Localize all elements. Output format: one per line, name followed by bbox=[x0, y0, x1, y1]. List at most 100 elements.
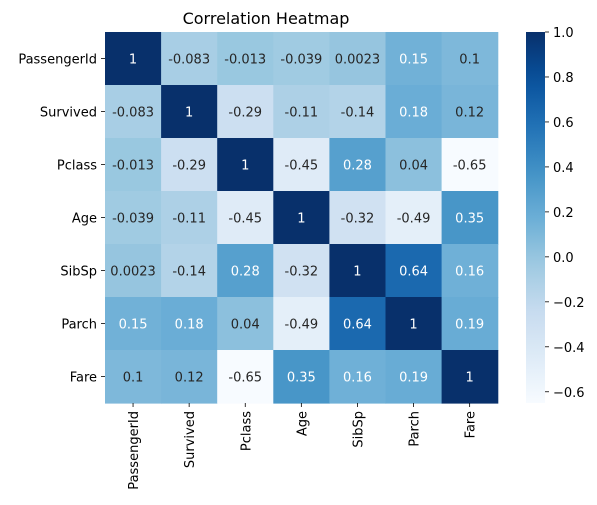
y-tick-label: Pclass bbox=[57, 159, 97, 174]
heatmap-cell-label: 0.04 bbox=[231, 318, 260, 333]
heatmap-cell-PassengerId-PassengerId bbox=[105, 32, 162, 86]
heatmap-cell-Fare-SibSp bbox=[329, 350, 387, 404]
heatmap-cell-label: 0.28 bbox=[343, 159, 372, 174]
heatmap-cell-label: 0.19 bbox=[399, 371, 428, 386]
x-tick-label: Survived bbox=[183, 411, 198, 468]
heatmap-cell-Pclass-Survived bbox=[161, 138, 218, 192]
heatmap-cell-label: -0.32 bbox=[285, 265, 319, 280]
heatmap-cell-Fare-PassengerId bbox=[105, 350, 162, 404]
heatmap-cell-Fare-Survived bbox=[161, 350, 218, 404]
heatmap-cell-Survived-Age bbox=[273, 85, 330, 139]
heatmap-cell-label: -0.45 bbox=[228, 212, 262, 227]
heatmap-cell-label: 0.1 bbox=[123, 371, 144, 386]
heatmap-cell-Fare-Pclass bbox=[217, 350, 274, 404]
heatmap-cell-Age-Age bbox=[273, 191, 330, 245]
heatmap-cell-label: -0.013 bbox=[112, 159, 154, 174]
colorbar-tick-label: 0.0 bbox=[553, 251, 574, 266]
heatmap-cell-PassengerId-Fare bbox=[441, 32, 499, 86]
heatmap-cell-Survived-SibSp bbox=[329, 85, 387, 139]
heatmap-cell-label: 0.04 bbox=[399, 159, 428, 174]
heatmap-cell-Age-Survived bbox=[161, 191, 218, 245]
heatmap-cell-label: -0.65 bbox=[228, 371, 262, 386]
heatmap-cell-SibSp-PassengerId bbox=[105, 244, 162, 298]
x-tick-label: PassengerId bbox=[127, 411, 142, 490]
heatmap-cell-label: -0.49 bbox=[285, 318, 319, 333]
heatmap-cell-label: 0.18 bbox=[175, 318, 204, 333]
heatmap-cell-label: 1 bbox=[185, 106, 193, 121]
x-tick-label: Pclass bbox=[239, 411, 254, 451]
y-tick-label: Parch bbox=[61, 318, 97, 333]
heatmap-cell-Pclass-SibSp bbox=[329, 138, 387, 192]
heatmap-cell-label: 0.64 bbox=[399, 265, 428, 280]
heatmap-cell-label: 0.35 bbox=[287, 371, 316, 386]
heatmap-cell-label: -0.039 bbox=[280, 53, 322, 68]
heatmap-cell-label: 1 bbox=[129, 53, 137, 68]
heatmap-cell-label: -0.32 bbox=[341, 212, 375, 227]
y-tick-label: PassengerId bbox=[18, 53, 97, 68]
heatmap-cell-labels: 1 -0.083 -0.013 -0.039 0.0023 0.15 0.1 -0.083 1 -… bbox=[110, 53, 486, 386]
heatmap-cell-PassengerId-Survived bbox=[161, 32, 218, 86]
heatmap-cell-label: 1 bbox=[409, 318, 417, 333]
heatmap-cell-label: -0.013 bbox=[224, 53, 266, 68]
heatmap-cell-Fare-Fare bbox=[441, 350, 499, 404]
heatmap-cell-Survived-PassengerId bbox=[105, 85, 162, 139]
heatmap-cell-label: 0.19 bbox=[455, 318, 484, 333]
heatmap-cell-label: 1 bbox=[241, 159, 249, 174]
colorbar-tick-label: 0.6 bbox=[553, 116, 574, 131]
heatmap-cell-label: 0.0023 bbox=[335, 53, 381, 68]
heatmap-cell-Parch-Pclass bbox=[217, 297, 274, 351]
heatmap-cell-label: 1 bbox=[353, 265, 361, 280]
heatmap-cell-label: -0.083 bbox=[168, 53, 210, 68]
heatmap-cell-label: -0.083 bbox=[112, 106, 154, 121]
heatmap-cell-Parch-Age bbox=[273, 297, 330, 351]
heatmap-cell-label: -0.29 bbox=[172, 159, 206, 174]
colorbar-tick-label: 1.0 bbox=[553, 26, 574, 41]
x-tick-label: Age bbox=[295, 411, 310, 436]
heatmap-cell-Pclass-Fare bbox=[441, 138, 499, 192]
heatmap-cell-label: -0.039 bbox=[112, 212, 154, 227]
heatmap-cell-label: -0.14 bbox=[172, 265, 206, 280]
colorbar-tick-label: −0.6 bbox=[553, 386, 585, 401]
heatmap-cell-label: -0.65 bbox=[453, 159, 487, 174]
heatmap-cell-SibSp-Pclass bbox=[217, 244, 274, 298]
heatmap-cell-label: 1 bbox=[297, 212, 305, 227]
y-tick-label: Age bbox=[72, 212, 97, 227]
y-axis: PassengerId Survived Pclass Age SibSp Parch Fa… bbox=[18, 53, 105, 386]
heatmap-cell-PassengerId-Pclass bbox=[217, 32, 274, 86]
heatmap-cell-label: 0.35 bbox=[455, 212, 484, 227]
heatmap-cell-Parch-SibSp bbox=[329, 297, 387, 351]
heatmap-cell-Survived-Pclass bbox=[217, 85, 274, 139]
chart-title: Correlation Heatmap bbox=[183, 9, 350, 28]
x-tick-label: Parch bbox=[408, 411, 423, 447]
heatmap-cell-label: 0.18 bbox=[399, 106, 428, 121]
heatmap-cell-PassengerId-Age bbox=[273, 32, 330, 86]
heatmap-cell-Age-Pclass bbox=[217, 191, 274, 245]
heatmap-cell-Parch-Survived bbox=[161, 297, 218, 351]
heatmap-cell-Survived-Fare bbox=[441, 85, 499, 139]
y-tick-label: Survived bbox=[40, 106, 97, 121]
heatmap-cell-Age-Fare bbox=[441, 191, 499, 245]
colorbar-tick-label: 0.2 bbox=[553, 206, 574, 221]
colorbar-tick-label: −0.4 bbox=[553, 341, 585, 356]
heatmap-cell-label: 0.16 bbox=[343, 371, 372, 386]
heatmap-cell-label: 0.12 bbox=[175, 371, 204, 386]
heatmap-cell-label: 0.64 bbox=[343, 318, 372, 333]
heatmap-cell-PassengerId-Parch bbox=[385, 32, 443, 86]
heatmap-cell-Parch-PassengerId bbox=[105, 297, 162, 351]
x-tick-label: Fare bbox=[464, 411, 479, 438]
heatmap-cell-Pclass-Parch bbox=[385, 138, 443, 192]
y-tick-label: SibSp bbox=[60, 265, 97, 280]
heatmap-cell-Fare-Parch bbox=[385, 350, 443, 404]
heatmap-cell-Pclass-Age bbox=[273, 138, 330, 192]
heatmap-cell-SibSp-Survived bbox=[161, 244, 218, 298]
colorbar-gradient bbox=[526, 32, 545, 403]
heatmap-cell-label: 0.15 bbox=[119, 318, 148, 333]
heatmap-cell-Survived-Survived bbox=[161, 85, 218, 139]
heatmap-cell-Parch-Parch bbox=[385, 297, 443, 351]
heatmap-cell-label: -0.11 bbox=[172, 212, 206, 227]
heatmap-cell-label: 0.15 bbox=[399, 53, 428, 68]
heatmap-cell-label: 0.1 bbox=[459, 53, 480, 68]
heatmap-cell-Pclass-Pclass bbox=[217, 138, 274, 192]
colorbar: −0.6 −0.4 −0.2 0.0 0.2 0.4 0.6 0.8 1.0 bbox=[526, 26, 585, 403]
